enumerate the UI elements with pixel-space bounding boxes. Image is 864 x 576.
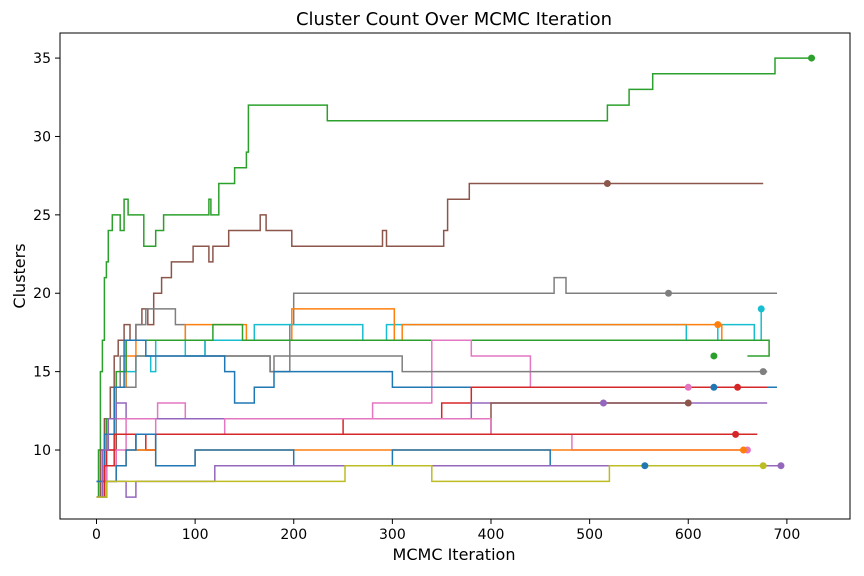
x-tick-label: 100	[182, 527, 209, 543]
y-tick-label: 25	[33, 208, 51, 224]
x-tick-label: 200	[280, 527, 307, 543]
series-endpoint-9	[734, 383, 742, 391]
series-endpoint-16	[777, 462, 785, 470]
series-line-8	[96, 339, 777, 483]
x-tick-label: 500	[576, 527, 603, 543]
series-endpoint-13	[732, 430, 740, 438]
series-endpoint-1	[603, 180, 611, 188]
y-tick-label: 20	[33, 286, 51, 302]
series-line-3	[96, 308, 762, 483]
y-tick-label: 15	[33, 365, 51, 381]
x-axis-label: MCMC Iteration	[393, 545, 516, 564]
x-tick-label: 600	[675, 527, 702, 543]
y-tick-label: 35	[33, 51, 51, 67]
series-endpoint-10	[599, 399, 607, 407]
series-endpoint-2	[665, 289, 673, 297]
series-endpoint-14	[739, 446, 747, 454]
y-axis-ticks: 10 15 20 25 30 35	[33, 51, 60, 459]
y-tick-label: 30	[33, 129, 51, 145]
y-axis-label: Clusters	[10, 243, 29, 308]
y-tick-label: 10	[33, 443, 51, 459]
series-line-14	[96, 449, 748, 498]
series-endpoint-15	[641, 462, 649, 470]
series-line-15	[96, 433, 649, 498]
series-line-17	[96, 464, 764, 498]
series-endpoint-6	[684, 383, 692, 391]
x-tick-label: 300	[379, 527, 406, 543]
x-tick-label: 0	[92, 527, 101, 543]
series-endpoint-8	[710, 383, 718, 391]
series-line-12	[96, 417, 748, 498]
series-line-0	[96, 57, 812, 498]
series-endpoint-0	[808, 54, 816, 62]
plot-lines	[96, 57, 812, 498]
chart-title: Cluster Count Over MCMC Iteration	[296, 9, 612, 30]
plot-markers	[599, 54, 816, 470]
plot-frame	[59, 32, 851, 520]
x-tick-label: 400	[478, 527, 505, 543]
x-tick-label: 700	[774, 527, 801, 543]
series-endpoint-3	[757, 305, 765, 313]
series-endpoint-11	[684, 399, 692, 407]
series-endpoint-7	[759, 368, 767, 376]
series-line-1	[96, 182, 764, 498]
series-endpoint-4	[714, 321, 722, 329]
x-axis-ticks: 0 100 200 300 400 500 600 700	[92, 519, 800, 543]
series-endpoint-17	[759, 462, 767, 470]
series-line-6	[96, 339, 748, 483]
series-endpoint-5	[710, 352, 718, 360]
